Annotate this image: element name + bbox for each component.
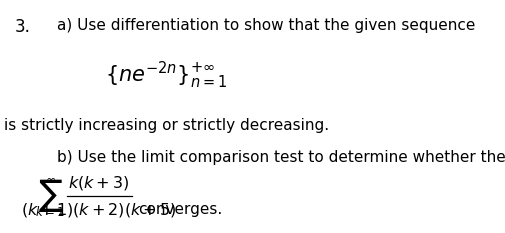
Text: $\left\{ne^{-2n}\right\}_{n=1}^{+\infty}$: $\left\{ne^{-2n}\right\}_{n=1}^{+\infty}…: [105, 59, 227, 91]
Text: $\infty$: $\infty$: [44, 173, 56, 186]
Text: converges.: converges.: [138, 202, 222, 217]
Text: $k(k+3)$: $k(k+3)$: [68, 174, 129, 192]
Text: $(k+1)(k+2)(k+5)$: $(k+1)(k+2)(k+5)$: [21, 201, 176, 219]
Text: 3.: 3.: [15, 17, 30, 35]
Text: $k=1$: $k=1$: [35, 205, 65, 219]
Text: b) Use the limit comparison test to determine whether the series: b) Use the limit comparison test to dete…: [57, 151, 505, 165]
Text: $\sum$: $\sum$: [37, 177, 63, 214]
Text: is strictly increasing or strictly decreasing.: is strictly increasing or strictly decre…: [4, 118, 328, 133]
Text: a) Use differentiation to show that the given sequence: a) Use differentiation to show that the …: [57, 17, 475, 33]
